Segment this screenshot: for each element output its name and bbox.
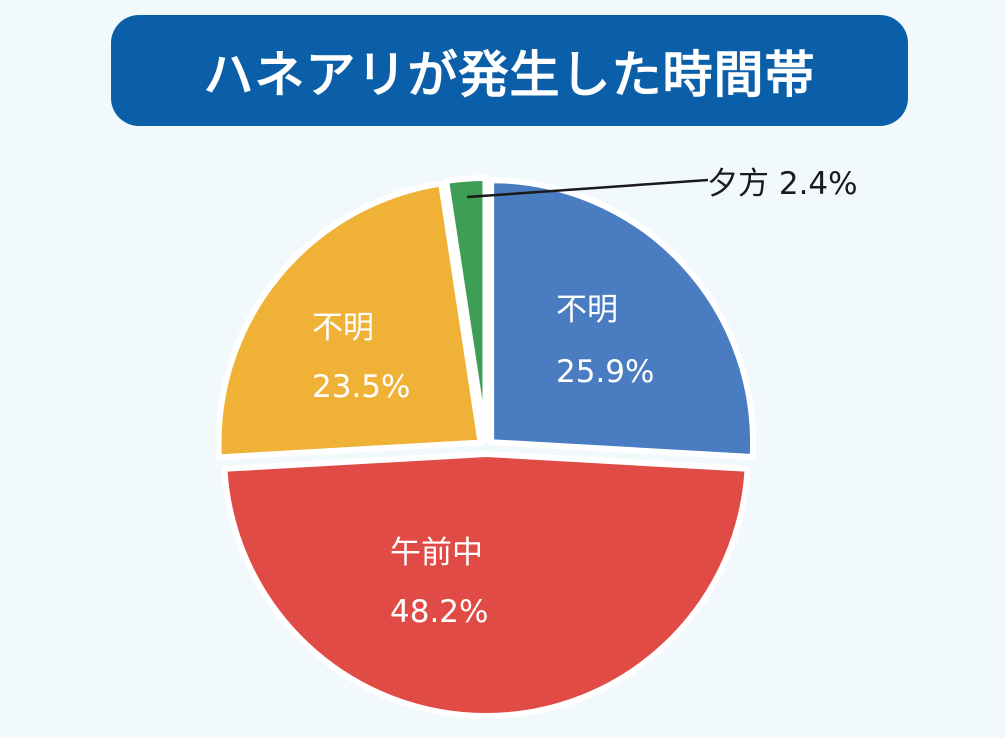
slice-value-1: 48.2%	[390, 594, 488, 630]
callout-label-3: 夕方 2.4%	[707, 166, 858, 202]
title-banner: ハネアリが発生した時間帯	[111, 15, 908, 126]
slice-value-0: 25.9%	[556, 354, 654, 390]
pie-slice-3	[443, 175, 489, 444]
chart-title: ハネアリが発生した時間帯	[203, 45, 816, 104]
pie-slice-2	[215, 180, 484, 461]
callout-leader-line	[467, 178, 709, 199]
slice-value-2: 23.5%	[312, 369, 410, 405]
slice-label-1: 午前中	[390, 535, 483, 571]
slice-label-0: 不明	[556, 292, 618, 328]
slice-label-2: 不明	[312, 310, 374, 346]
pie-slice-1	[221, 451, 751, 719]
pie-slice-0	[488, 177, 757, 460]
